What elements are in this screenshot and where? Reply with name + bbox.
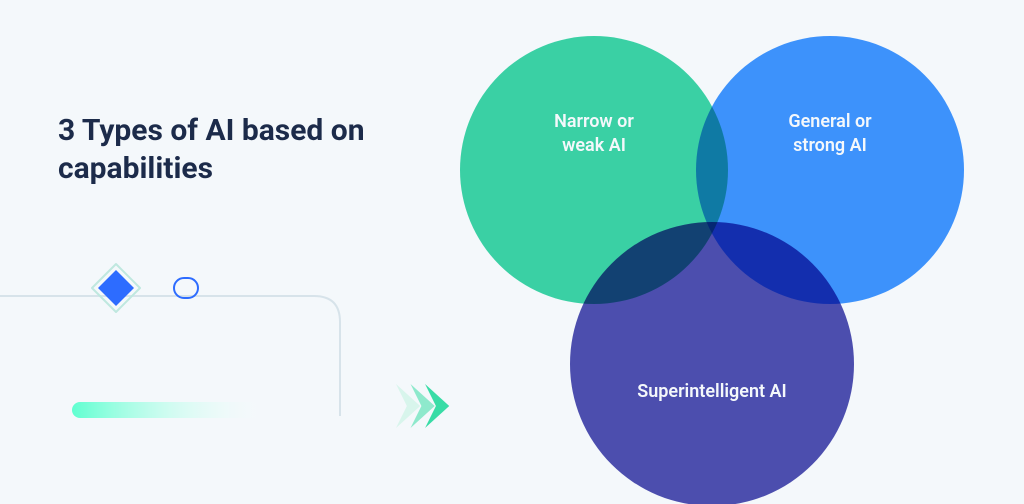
infographic-canvas: 3 Types of AI based on capabilities Narr… xyxy=(0,0,1024,504)
venn-circle-label: Superintelligent AI xyxy=(619,380,805,404)
venn-circle-label: General or strong AI xyxy=(770,110,889,159)
venn-circle-label: Narrow or weak AI xyxy=(536,110,652,159)
venn-circle: Superintelligent AI xyxy=(570,222,854,504)
page-title: 3 Types of AI based on capabilities xyxy=(58,112,388,187)
